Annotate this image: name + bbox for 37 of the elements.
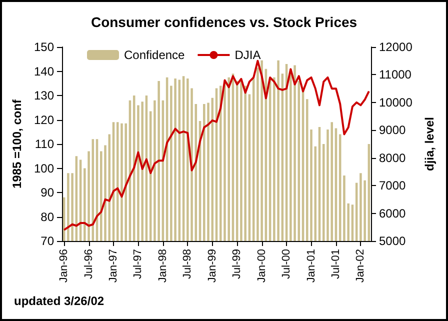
x-tick-label: Jan-02 <box>354 249 367 283</box>
x-tick-label: Jul-00 <box>280 249 293 279</box>
y2-tick-label: 10000 <box>379 95 413 110</box>
y2-axis-title: djia, level <box>422 116 436 172</box>
y-tick-label: 120 <box>34 112 54 127</box>
x-tick-label: Jan-97 <box>108 249 120 283</box>
x-tick-label: Jan-98 <box>156 249 169 283</box>
y2-tick-label: 5000 <box>379 234 406 248</box>
x-tick-label: Jul-98 <box>182 249 194 279</box>
x-tick-label: Jan-96 <box>58 249 70 283</box>
y2-tick-label: 7000 <box>379 178 406 193</box>
y2-tick-label: 12000 <box>379 40 413 54</box>
y-tick-label: 110 <box>34 137 54 151</box>
x-tick-label: Jul-96 <box>82 249 95 279</box>
text: updated 3/26/02 <box>14 294 104 308</box>
y2-tick-label: 11000 <box>379 68 412 82</box>
x-tick-label: Jul-97 <box>132 249 144 279</box>
x-tick-label: Jan-00 <box>256 249 268 283</box>
y2-tick-label: 6000 <box>379 206 406 220</box>
x-tick-label: Jul-01 <box>330 249 342 279</box>
y-tick-label: 100 <box>34 161 54 176</box>
legend-label: DJIA <box>234 48 261 62</box>
y-axis-title: 1985 =100, conf <box>10 98 24 189</box>
chart-title: Consumer confidences vs. Stock Prices <box>90 14 358 30</box>
y2-tick-label: 9000 <box>379 123 406 138</box>
y-tick-label: 80 <box>40 210 54 224</box>
line-series <box>63 60 370 231</box>
y-tick-label: 150 <box>34 40 54 54</box>
y-tick-label: 140 <box>34 64 54 78</box>
y-tick-label: 90 <box>40 186 54 200</box>
x-tick-label: Jan-01 <box>305 249 318 283</box>
legend-label: Confidence <box>124 48 186 62</box>
y2-tick-label: 8000 <box>379 150 406 165</box>
x-tick-label: Jan-99 <box>206 249 218 283</box>
y-tick-label: 70 <box>40 234 54 248</box>
y-tick-label: 130 <box>34 88 54 102</box>
x-tick-label: Jul-99 <box>231 249 244 279</box>
